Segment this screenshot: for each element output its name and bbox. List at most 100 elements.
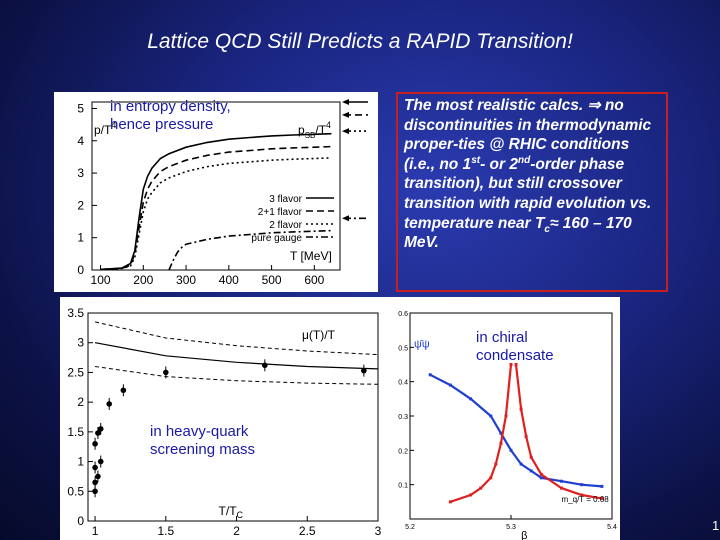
y-tick-label: 0.1 <box>398 483 408 490</box>
x-tick-label: 1 <box>92 524 99 538</box>
explanation-text-5: 160 – 170 MeV. <box>404 214 632 252</box>
sb-arrowhead-2 <box>342 128 349 135</box>
data-point <box>600 484 604 488</box>
x-tick-label: 5.4 <box>607 524 617 531</box>
data-point <box>509 448 513 452</box>
entropy-note-line-1: in entropy density, <box>110 98 231 115</box>
sb-arrowhead-1 <box>342 111 349 118</box>
data-point <box>428 373 432 377</box>
data-point <box>95 473 101 480</box>
data-point <box>120 387 127 394</box>
curve-label: μ(T)/T <box>302 328 336 342</box>
implies-symbol: ⇒ <box>587 97 601 114</box>
data-point <box>97 458 104 465</box>
x-tick-label: 200 <box>133 273 153 287</box>
y-tick-label: 0.5 <box>398 345 408 352</box>
x-tick-label: 600 <box>304 273 324 287</box>
data-point <box>499 431 503 435</box>
data-point <box>361 367 367 374</box>
x-axis-label: T/TC <box>219 504 244 520</box>
screening-note-line-2: screening mass <box>150 441 256 458</box>
y-tick-label: 3 <box>77 336 84 350</box>
band-middle-line <box>94 342 379 370</box>
legend-label-2: 2 flavor <box>269 220 302 231</box>
y-tick-label: 1 <box>77 231 84 245</box>
data-point <box>539 476 543 480</box>
x-tick-label: 100 <box>91 273 111 287</box>
data-point <box>560 479 563 483</box>
annotation-label: m_q/T = 0.08 <box>562 495 610 504</box>
screening-chart-svg: 1 1.5 2 2.5 3 0 0.5 1 1.5 2 2.5 3 3.5 μ(T)/T T/TC <box>67 306 382 538</box>
screening-note: in heavy-quark screening mass <box>150 423 255 459</box>
y-tick-label: 2.5 <box>67 365 84 379</box>
sb-label-part: /T <box>315 123 326 137</box>
data-point <box>529 455 533 459</box>
y-axis-label: ψ̄ψ <box>414 338 430 350</box>
data-point <box>539 472 543 476</box>
y-tick-label: 2 <box>77 198 84 212</box>
y-tick-label: 1.5 <box>67 425 84 439</box>
data-point <box>509 363 513 366</box>
y-tick-label: 0.5 <box>67 484 84 498</box>
y-tick-label: 3.5 <box>67 306 84 320</box>
legend-label-1: 2+1 flavor <box>258 207 303 218</box>
x-tick-label: 300 <box>176 273 196 287</box>
sb-arrowhead-0 <box>342 99 349 105</box>
sb-label-part: p <box>298 123 305 137</box>
x-tick-label: 2 <box>233 524 240 538</box>
series-line-2 <box>514 364 603 500</box>
chiral-note-line-2: condensate <box>476 347 554 364</box>
data-point <box>499 441 503 445</box>
x-tick-label: 1.5 <box>157 524 174 538</box>
x-axis-label: β <box>521 530 527 540</box>
data-point <box>580 493 584 497</box>
data-point <box>469 493 473 497</box>
y-axis-label: p/T4 <box>94 120 116 137</box>
x-tick-label: 3 <box>375 524 382 538</box>
data-point <box>106 401 113 407</box>
band-upper-line <box>94 321 379 356</box>
approx-symbol: ≈ <box>549 214 559 232</box>
page-marker: 1 <box>712 518 720 533</box>
data-point <box>504 414 508 418</box>
data-point <box>92 479 98 486</box>
sb-label-part: 4 <box>326 120 331 130</box>
y-axis-label-exp: 4 <box>111 120 116 130</box>
data-point <box>92 464 98 471</box>
data-point <box>479 486 483 490</box>
y-tick-label: 0 <box>77 514 84 528</box>
y-tick-label: 5 <box>77 101 84 115</box>
data-point <box>163 369 169 376</box>
entropy-note-line-2: hence pressure <box>110 116 214 133</box>
sb-label-part: SB <box>305 131 316 140</box>
y-tick-label: 3 <box>77 166 84 180</box>
y-tick-label: 0.3 <box>398 414 408 421</box>
data-point <box>489 476 493 480</box>
legend-label-0: 3 flavor <box>269 194 302 205</box>
screening-chart: 1 1.5 2 2.5 3 0 0.5 1 1.5 2 2.5 3 3.5 μ(T)/T T/TC in h… <box>60 297 386 540</box>
x-axis-label-base: T/T <box>219 504 238 518</box>
x-tick-label: 400 <box>219 273 239 287</box>
tc-subscript: c <box>544 223 550 235</box>
data-point <box>95 430 101 436</box>
series-line-0 <box>100 132 332 271</box>
explanation-text-4: -order phase transition), but still cros… <box>404 155 652 232</box>
data-point <box>92 488 98 495</box>
explanation-text-2: no discontinuities in thermodynamic prop… <box>404 97 652 173</box>
data-point <box>448 383 452 387</box>
data-point <box>600 496 604 500</box>
data-point <box>580 483 584 487</box>
data-point <box>494 462 498 466</box>
data-point <box>514 363 518 366</box>
y-tick-label: 0.2 <box>398 448 408 455</box>
series-line-3 <box>168 229 332 271</box>
data-point <box>489 414 493 418</box>
explanation-text-3: - or 2 <box>480 155 518 173</box>
series-line-0 <box>429 373 602 488</box>
pressure-chart: 100 200 300 400 500 600 0 1 2 3 4 5 p/T4 T [MeV] pSB/T… <box>54 92 378 292</box>
data-point <box>529 469 533 473</box>
plot-frame <box>87 312 379 522</box>
band-lower-line <box>95 366 379 385</box>
y-tick-label: 0 <box>77 263 84 277</box>
